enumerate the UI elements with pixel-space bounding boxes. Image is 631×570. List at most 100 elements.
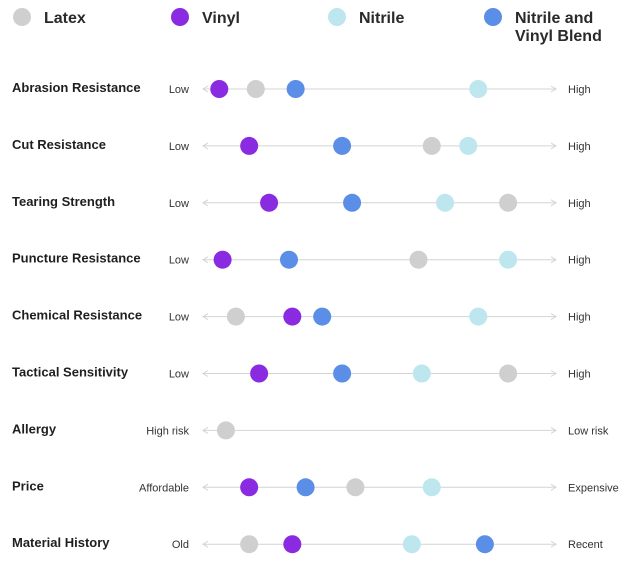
marker-nitrile — [436, 193, 455, 212]
scale-low-label: High risk — [146, 425, 189, 437]
legend-swatch-latex — [13, 8, 31, 26]
marker-nitrile — [422, 478, 441, 497]
legend-label-blend: Vinyl Blend — [515, 28, 602, 45]
arrow-right-icon — [550, 426, 557, 434]
row-chemical-resistance: Chemical Resistance Low High — [12, 307, 591, 326]
arrow-right-icon — [550, 85, 557, 93]
marker-vinyl — [283, 535, 302, 554]
row-label: Tearing Strength — [12, 194, 115, 209]
scale-low-label: Old — [172, 539, 189, 551]
arrow-left-icon — [202, 142, 209, 150]
scale-low-label: Low — [169, 141, 189, 153]
marker-vinyl — [240, 136, 259, 155]
marker-blend — [333, 136, 352, 155]
legend-label-blend: Nitrile and — [515, 10, 593, 27]
marker-blend — [333, 364, 352, 383]
marker-latex — [346, 478, 365, 497]
marker-vinyl — [210, 80, 229, 98]
scale-high-label: Expensive — [568, 482, 619, 494]
marker-latex — [216, 421, 235, 440]
row-puncture-resistance: Puncture Resistance Low High — [12, 250, 591, 269]
scale-high-label: High — [568, 369, 591, 381]
marker-blend — [313, 307, 332, 326]
arrow-left-icon — [202, 199, 209, 207]
marker-vinyl — [260, 193, 279, 212]
scale-high-label: High — [568, 84, 591, 96]
arrow-left-icon — [202, 85, 209, 93]
arrow-right-icon — [550, 313, 557, 321]
marker-latex — [240, 535, 259, 554]
scale-high-label: High — [568, 141, 591, 153]
scale-high-label: High — [568, 312, 591, 324]
marker-nitrile — [402, 535, 421, 554]
arrow-left-icon — [202, 426, 209, 434]
row-label: Tactical Sensitivity — [12, 365, 129, 380]
marker-nitrile — [469, 307, 488, 326]
scale-low-label: Low — [169, 255, 189, 267]
legend-label-nitrile: Nitrile — [359, 10, 404, 27]
arrow-right-icon — [550, 142, 557, 150]
marker-blend — [296, 478, 315, 497]
marker-vinyl — [213, 250, 232, 269]
row-tactical-sensitivity: Tactical Sensitivity Low High — [12, 364, 591, 383]
row-label: Abrasion Resistance — [12, 80, 141, 95]
marker-blend — [286, 80, 305, 98]
marker-blend — [280, 250, 298, 269]
scale-high-label: Recent — [568, 539, 603, 551]
scale-low-label: Low — [169, 84, 189, 96]
legend-item-vinyl: Vinyl — [171, 8, 240, 27]
legend-swatch-blend — [484, 8, 502, 26]
row-label: Puncture Resistance — [12, 251, 141, 266]
row-allergy: Allergy High risk Low risk — [12, 421, 609, 440]
arrow-right-icon — [550, 540, 557, 548]
row-cut-resistance: Cut Resistance Low High — [12, 136, 591, 155]
legend-swatch-vinyl — [171, 8, 189, 26]
arrow-left-icon — [202, 256, 209, 264]
arrow-right-icon — [550, 199, 557, 207]
legend-item-latex: Latex — [13, 8, 86, 27]
marker-latex — [499, 364, 518, 383]
row-label: Price — [12, 478, 44, 493]
arrow-left-icon — [202, 483, 209, 491]
marker-latex — [226, 307, 245, 326]
scale-high-label: High — [568, 198, 591, 210]
legend-label-latex: Latex — [44, 10, 86, 27]
row-abrasion-resistance: Abrasion Resistance Low High — [12, 80, 591, 98]
marker-latex — [246, 80, 265, 98]
row-label: Material History — [12, 535, 110, 550]
marker-latex — [422, 136, 441, 155]
marker-nitrile — [412, 364, 431, 383]
row-label: Chemical Resistance — [12, 308, 142, 323]
marker-latex — [499, 193, 518, 212]
marker-latex — [409, 250, 428, 269]
scale-low-label: Affordable — [139, 482, 189, 494]
marker-nitrile — [499, 250, 518, 269]
arrow-right-icon — [550, 370, 557, 377]
arrow-left-icon — [202, 540, 209, 548]
legend-swatch-nitrile — [328, 8, 346, 26]
scale-low-label: Low — [169, 369, 189, 381]
scale-low-label: Low — [169, 312, 189, 324]
scale-high-label: Low risk — [568, 425, 609, 437]
marker-nitrile — [459, 136, 478, 155]
row-label: Cut Resistance — [12, 137, 106, 152]
arrow-left-icon — [202, 370, 209, 377]
arrow-right-icon — [550, 256, 557, 264]
marker-vinyl — [250, 364, 269, 383]
legend-item-nitrile: Nitrile — [328, 8, 404, 27]
marker-nitrile — [469, 80, 488, 98]
scale-low-label: Low — [169, 198, 189, 210]
row-price: Price Affordable Expensive — [12, 478, 619, 497]
row-tearing-strength: Tearing Strength Low High — [12, 193, 591, 212]
marker-vinyl — [240, 478, 259, 497]
marker-blend — [343, 193, 362, 212]
marker-vinyl — [283, 307, 302, 326]
legend-label-vinyl: Vinyl — [202, 10, 240, 27]
row-material-history: Material History Old Recent — [12, 535, 603, 554]
scale-high-label: High — [568, 255, 591, 267]
arrow-left-icon — [202, 313, 209, 321]
